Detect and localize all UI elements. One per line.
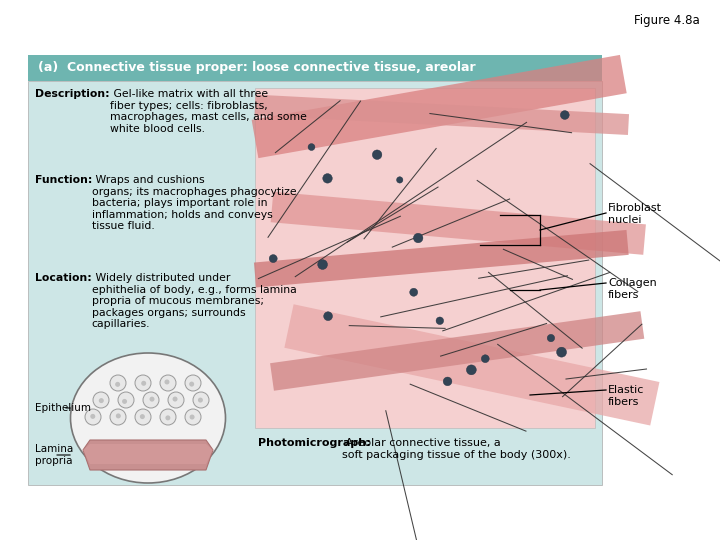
Text: Collagen
fibers: Collagen fibers [608, 278, 657, 300]
Circle shape [410, 288, 418, 296]
Text: Wraps and cushions
organs; its macrophages phagocytize
bacteria; plays important: Wraps and cushions organs; its macrophag… [92, 175, 297, 232]
Circle shape [189, 415, 194, 420]
Text: Photomicrograph:: Photomicrograph: [258, 438, 371, 448]
Circle shape [269, 254, 277, 262]
Circle shape [116, 414, 121, 418]
Circle shape [436, 317, 444, 325]
Text: Figure 4.8a: Figure 4.8a [634, 14, 700, 27]
Circle shape [198, 397, 203, 403]
Bar [28, 55, 602, 81]
Text: Lamina
propria: Lamina propria [35, 444, 73, 466]
Circle shape [444, 377, 452, 386]
Bar [28, 81, 602, 485]
Circle shape [193, 392, 209, 408]
Circle shape [413, 233, 423, 243]
Circle shape [110, 375, 126, 391]
Polygon shape [83, 444, 213, 464]
Text: (a)  Connective tissue proper: loose connective tissue, areolar: (a) Connective tissue proper: loose conn… [38, 62, 476, 75]
Circle shape [168, 392, 184, 408]
Circle shape [318, 260, 328, 269]
Circle shape [323, 174, 332, 183]
Text: Location:: Location: [35, 273, 91, 283]
Circle shape [135, 375, 151, 391]
Circle shape [189, 382, 194, 387]
Text: Function:: Function: [35, 175, 92, 185]
Circle shape [99, 398, 104, 403]
Circle shape [110, 409, 126, 425]
Polygon shape [83, 440, 213, 470]
Circle shape [467, 365, 477, 375]
Circle shape [397, 177, 403, 183]
Circle shape [141, 381, 146, 386]
Circle shape [160, 375, 176, 391]
Circle shape [166, 415, 171, 420]
Circle shape [547, 334, 554, 342]
Circle shape [185, 409, 201, 425]
Text: Gel-like matrix with all three
fiber types; cells: fibroblasts,
macrophages, mas: Gel-like matrix with all three fiber typ… [109, 89, 307, 134]
Text: Areolar connective tissue, a
soft packaging tissue of the body (300x).: Areolar connective tissue, a soft packag… [342, 438, 571, 460]
Text: Elastic
fibers: Elastic fibers [608, 385, 644, 407]
Text: Epithelium: Epithelium [35, 403, 91, 413]
Circle shape [122, 399, 127, 404]
Circle shape [173, 396, 178, 402]
Circle shape [160, 409, 176, 425]
Circle shape [324, 312, 333, 321]
Circle shape [135, 409, 151, 425]
Circle shape [118, 392, 134, 408]
Circle shape [85, 409, 101, 425]
Circle shape [115, 382, 120, 387]
Circle shape [372, 150, 382, 159]
Circle shape [164, 380, 169, 384]
Circle shape [185, 375, 201, 391]
Text: Description:: Description: [35, 89, 109, 99]
Circle shape [143, 392, 159, 408]
Bar [255, 88, 595, 428]
Circle shape [150, 397, 155, 402]
Text: Widely distributed under
ephithelia of body, e.g., forms lamina
propria of mucou: Widely distributed under ephithelia of b… [91, 273, 297, 329]
Circle shape [140, 414, 145, 419]
Circle shape [308, 144, 315, 151]
Circle shape [482, 355, 489, 363]
Circle shape [557, 347, 567, 357]
Circle shape [90, 414, 95, 419]
Circle shape [93, 392, 109, 408]
Ellipse shape [71, 353, 225, 483]
Text: Fibroblast
nuclei: Fibroblast nuclei [608, 203, 662, 225]
Circle shape [560, 111, 570, 119]
